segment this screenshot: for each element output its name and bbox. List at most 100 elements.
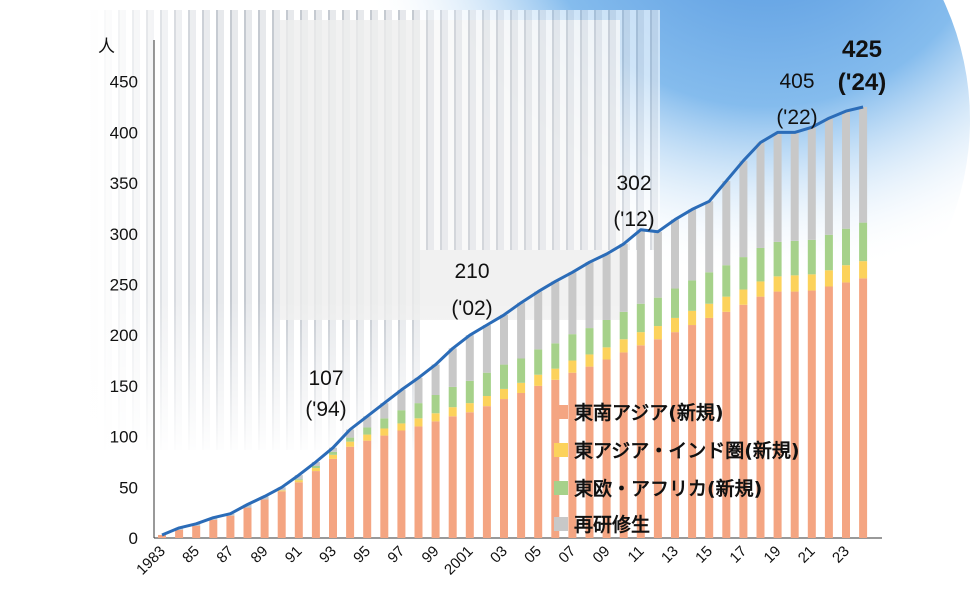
bar-segment-s1 [448, 416, 457, 538]
bar-segment-s1 [807, 290, 816, 538]
bar-segment-s1 [363, 440, 372, 538]
bar-segment-s3 [363, 427, 372, 435]
bar-segment-s3 [448, 386, 457, 408]
bar-segment-s4 [534, 291, 543, 350]
bar-segment-s3 [329, 451, 337, 455]
legend-label-3: 東欧・アフリカ(新規) [574, 477, 762, 500]
bar-segment-s4 [346, 429, 355, 438]
legend-swatch-3 [554, 481, 568, 495]
bar-segment-s1 [482, 406, 491, 538]
annotation-value: 425 [842, 36, 882, 63]
x-tick-label: 91 [282, 543, 306, 567]
bar-segment-s3 [602, 319, 611, 348]
y-axis-unit: 人 [98, 37, 115, 56]
x-tick-label: 13 [658, 543, 682, 567]
bar-segment-s4 [671, 219, 679, 289]
bar-segment-s4 [790, 132, 799, 241]
bar-segment-s1 [551, 379, 560, 538]
bar-segment-s4 [380, 403, 389, 419]
x-tick-label: 11 [625, 543, 648, 566]
legend-label-4: 再研修生 [574, 513, 650, 536]
bar-segment-s2 [824, 270, 833, 287]
bar-segment-s4 [329, 447, 337, 452]
annotation-value: 210 [454, 260, 489, 283]
bar-segment-s1 [175, 529, 184, 538]
bar-segment-s4 [551, 281, 560, 344]
x-tick-label: 17 [726, 543, 750, 567]
legend-swatch-1 [554, 405, 568, 419]
bar-segment-s3 [705, 272, 714, 304]
y-tick-label: 50 [119, 478, 138, 497]
bar-segment-s4 [619, 243, 628, 312]
bar-segment-s4 [294, 475, 303, 480]
bar-segment-s4 [722, 181, 731, 266]
bar-segment-s2 [311, 468, 320, 472]
legend-swatch-4 [554, 517, 568, 531]
bar-segment-s3 [585, 328, 594, 355]
bar-segment-s2 [500, 388, 508, 400]
bar-segment-s2 [636, 332, 645, 346]
bar-segment-s3 [671, 288, 679, 318]
bar-segment-s4 [773, 132, 782, 242]
bar-segment-s1 [277, 491, 286, 538]
bar-segment-s1 [568, 372, 577, 538]
bar-segment-s2 [517, 382, 526, 393]
bar-segment-s4 [397, 389, 406, 411]
bar-segment-s1 [192, 525, 201, 538]
bar-segment-s1 [500, 399, 508, 538]
annotation-value: 107 [308, 367, 343, 390]
bar-segment-s1 [414, 426, 423, 538]
bar-segment-s2 [619, 339, 628, 353]
annotation-year: ('24) [838, 69, 886, 96]
bar-segment-s3 [380, 418, 389, 429]
y-tick-label: 250 [110, 275, 138, 294]
bar-segment-s2 [431, 413, 440, 422]
bar-segment-s2 [534, 374, 543, 386]
bar-segment-s1 [534, 385, 543, 538]
bar-segment-s2 [790, 275, 799, 292]
bar-segment-s2 [465, 403, 474, 413]
bar-segment-s1 [671, 332, 679, 538]
x-tick-label: 23 [829, 543, 853, 567]
bar-segment-s3 [653, 297, 662, 327]
bar-segment-s1 [380, 435, 389, 538]
bar-segment-s2 [739, 289, 748, 305]
bar-segment-s4 [517, 302, 526, 359]
y-tick-label: 200 [110, 326, 138, 345]
bar-segment-s1 [311, 471, 320, 538]
x-tick-label: 99 [419, 543, 443, 567]
bar-segment-s4 [448, 348, 457, 387]
bar-segment-s4 [688, 209, 697, 281]
bar-segment-s1 [756, 296, 765, 538]
bar-segment-s1 [465, 412, 474, 538]
bar-segment-s1 [294, 482, 303, 538]
y-tick-label: 100 [110, 428, 138, 447]
bar-segment-s3 [517, 358, 526, 383]
legend-label-1: 東南アジア(新規) [574, 401, 724, 424]
legend-label-2: 東アジア・インド圏(新規) [574, 439, 800, 462]
bar-segment-s2 [482, 396, 491, 407]
bar-segment-s4 [807, 127, 816, 240]
bar-segment-s2 [688, 310, 697, 326]
x-tick-label: 05 [521, 543, 545, 567]
annotation-value: 405 [779, 70, 814, 93]
annotation-year: ('94) [305, 398, 346, 421]
bar-segment-s3 [739, 257, 748, 290]
bar-segment-s4 [568, 272, 577, 335]
bar-segment-s3 [482, 372, 491, 397]
bar-segment-s3 [568, 334, 577, 361]
bar-segment-s4 [363, 416, 372, 428]
bar-segment-s1 [636, 345, 645, 538]
bar-segment-s2 [653, 326, 662, 340]
bar-segment-s1 [602, 359, 611, 538]
bar-segment-s1 [842, 282, 850, 538]
total-line-group [161, 105, 864, 537]
bar-segment-s2 [773, 276, 782, 292]
x-tick-label: 21 [795, 543, 819, 567]
x-tick-label: 19 [761, 543, 785, 567]
bar-segment-s2 [363, 434, 372, 441]
bar-segment-s1 [226, 515, 235, 538]
total-line [161, 105, 864, 537]
bar-segment-s3 [551, 343, 560, 369]
